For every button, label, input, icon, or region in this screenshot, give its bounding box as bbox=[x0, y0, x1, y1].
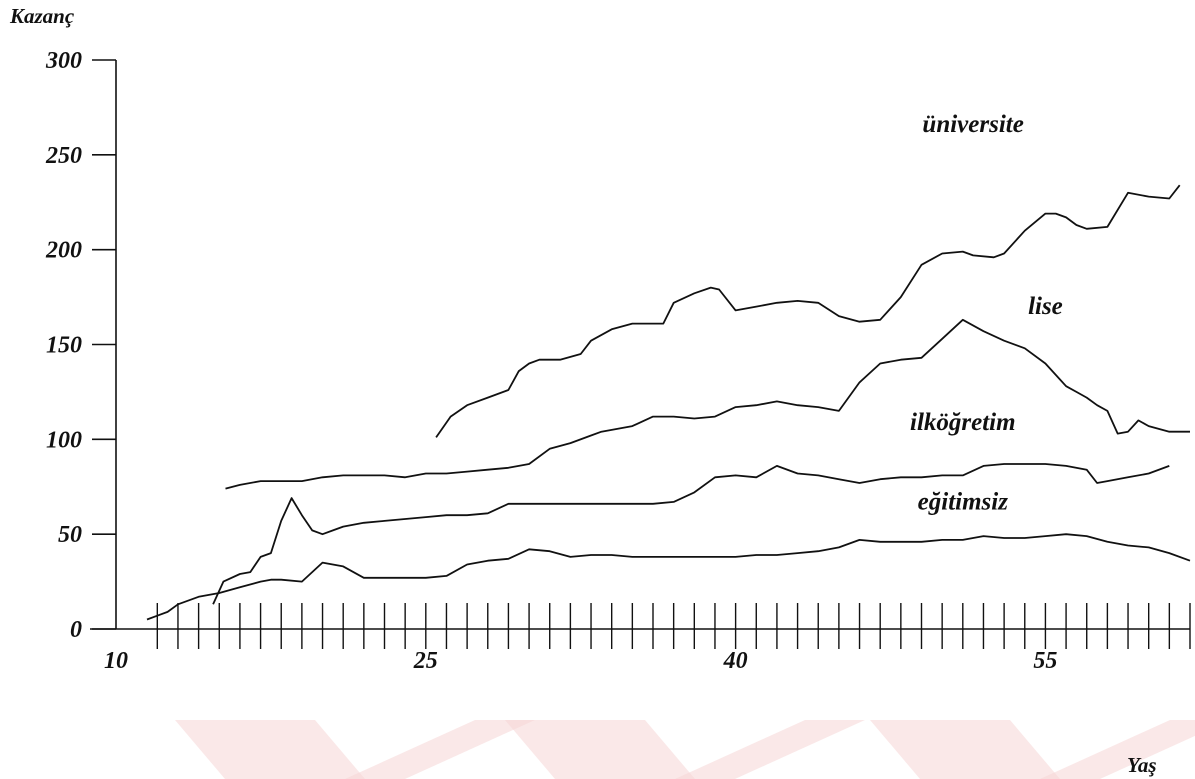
watermark-stripe bbox=[870, 720, 1060, 779]
y-axis-label: Kazanç bbox=[9, 4, 75, 28]
x-tick-label: 25 bbox=[413, 648, 438, 674]
watermark-stripe bbox=[175, 720, 365, 779]
series-line-eğitimsiz bbox=[212, 463, 1170, 605]
x-tick-label: 55 bbox=[1033, 648, 1057, 674]
series-lines bbox=[146, 184, 1191, 621]
series-label: lise bbox=[1028, 293, 1063, 320]
series-line-lise bbox=[225, 318, 1190, 490]
y-tick-label: 0 bbox=[70, 617, 82, 643]
x-tick-label: 40 bbox=[723, 648, 748, 674]
series-line-üniversite bbox=[435, 184, 1181, 438]
series-labels: üniversite lise ilköğretim eğitimsiz bbox=[910, 111, 1063, 515]
y-tick-label: 100 bbox=[46, 427, 82, 453]
series-label: ilköğretim bbox=[910, 409, 1016, 436]
series-label: eğitimsiz bbox=[918, 489, 1009, 516]
x-tick-label: 10 bbox=[104, 648, 128, 674]
watermark-stripe bbox=[505, 720, 695, 779]
watermark-stripes bbox=[175, 720, 1195, 779]
watermark-stripe bbox=[1040, 720, 1195, 779]
y-tick-label: 200 bbox=[45, 238, 82, 264]
y-tick-label: 150 bbox=[46, 333, 82, 359]
series-line-ilköğretim bbox=[146, 533, 1191, 621]
y-tick-label: 250 bbox=[45, 143, 82, 169]
x-axis-label: Yaş bbox=[1127, 753, 1157, 777]
series-label: üniversite bbox=[922, 111, 1023, 138]
watermark-stripe bbox=[345, 720, 535, 779]
y-tick-label: 300 bbox=[45, 48, 82, 74]
axes: 0 50 100 150 200 250 300 10 25 40 55 bbox=[45, 48, 1191, 674]
y-tick-label: 50 bbox=[58, 522, 82, 548]
watermark-stripe bbox=[675, 720, 865, 779]
